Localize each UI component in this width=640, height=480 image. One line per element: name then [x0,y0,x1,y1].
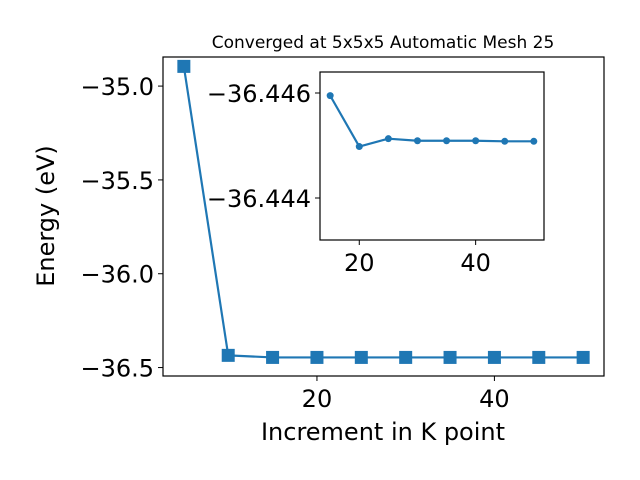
main-data-point [443,350,457,364]
inset-x-tick-label: 40 [460,249,491,277]
chart-title: Converged at 5x5x5 Automatic Mesh 25 [212,33,555,53]
x-axis-label: Increment in K point [261,418,505,446]
main-data-point [266,350,280,364]
inset-data-point [472,137,480,145]
main-y-tick-label: −36.0 [80,261,154,289]
inset-data-point [443,137,451,145]
main-x-tick-label: 40 [479,385,510,413]
inset-data-point [355,143,363,151]
inset-y-tick-label: −36.444 [207,185,311,213]
main-data-point [221,348,235,362]
main-data-point [354,350,368,364]
main-y-tick-label: −36.5 [80,355,154,383]
main-data-point [399,350,413,364]
inset-y-tick-label: −36.446 [207,80,311,108]
inset-axes: 20 40 −36.446 −36.444 [207,71,545,277]
inset-plot-frame [319,71,545,241]
main-data-point [177,59,191,73]
main-data-point [487,350,501,364]
inset-series-line [329,95,534,148]
main-plot-frame [162,56,605,377]
inset-data-point [326,92,334,100]
main-series-line [182,66,584,359]
main-y-tick-label: −35.0 [80,73,154,101]
inset-data-point [413,137,421,145]
main-axes: Converged at 5x5x5 Automatic Mesh 25 20 4… [32,33,605,446]
main-data-point [310,350,324,364]
inset-data-point [501,137,509,145]
y-axis-label: Energy (eV) [32,145,60,287]
inset-background [320,72,544,240]
inset-data-point [530,137,538,145]
main-x-tick-label: 20 [302,385,333,413]
main-data-point [532,350,546,364]
main-y-tick-label: −35.5 [80,167,154,195]
main-data-point [576,350,590,364]
inset-x-tick-label: 20 [344,249,375,277]
inset-data-point [384,135,392,143]
